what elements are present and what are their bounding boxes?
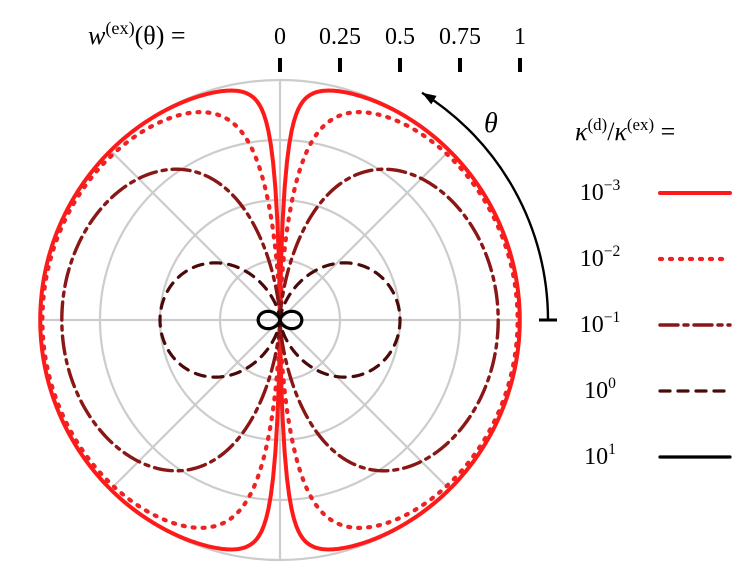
legend-label-−1: 10−1	[580, 309, 621, 338]
legend-label-1: 101	[584, 441, 616, 470]
legend-label-0: 100	[584, 375, 616, 404]
tick-label-0: 0	[274, 24, 286, 50]
tick-label-0.25: 0.25	[319, 24, 361, 50]
legend-label-−3: 10−3	[580, 177, 621, 206]
theta-arrow-head	[422, 93, 437, 105]
legend-title: κ(d)/κ(ex) =	[575, 115, 675, 146]
theta-label: θ	[484, 108, 498, 139]
legend-label-−2: 10−2	[580, 243, 621, 272]
tick-label-0.5: 0.5	[385, 24, 415, 50]
tick-label-0.75: 0.75	[439, 24, 481, 50]
tick-label-1: 1	[514, 24, 526, 50]
axis-title: w(ex)(θ) =	[88, 18, 186, 50]
polar-chart: w(ex)(θ) = 0 0.25 0.5 0.75 1 θ κ(d)/κ(ex) = 10−3…	[0, 0, 749, 588]
